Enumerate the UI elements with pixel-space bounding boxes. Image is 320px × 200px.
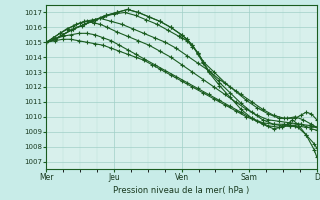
- X-axis label: Pression niveau de la mer( hPa ): Pression niveau de la mer( hPa ): [114, 186, 250, 195]
